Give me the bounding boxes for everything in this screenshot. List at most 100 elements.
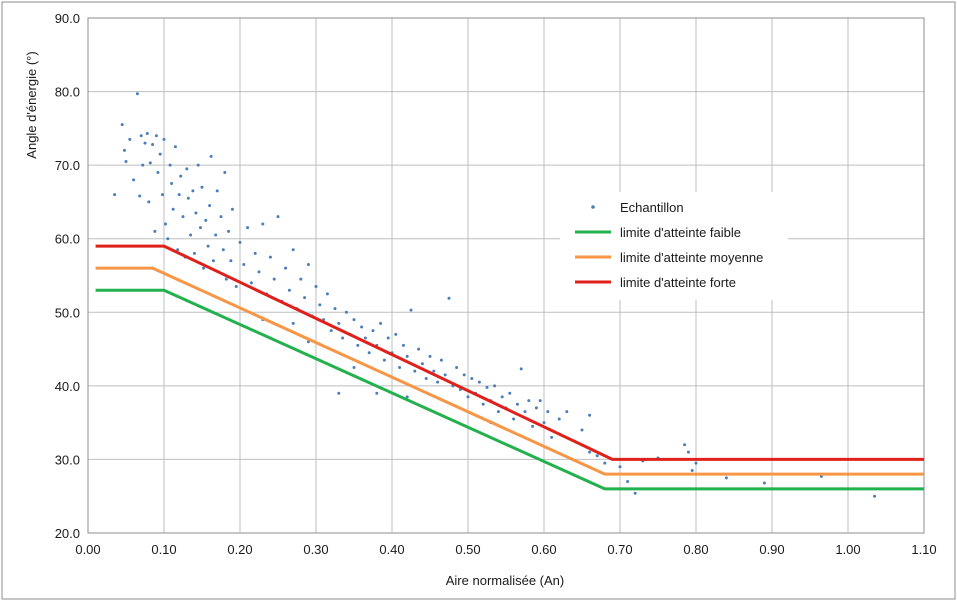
scatter-point [500, 395, 504, 399]
scatter-point [186, 196, 190, 200]
series-line [95, 244, 924, 461]
scatter-point [371, 329, 375, 333]
scatter-point [177, 193, 181, 197]
axes: 0.00 0.10 0.20 0.30 0.40 0.50 0.60 0.70 0.80 0.90… [55, 11, 937, 557]
scatter-point [565, 410, 569, 414]
scatter-point [580, 428, 584, 432]
y-tick-label: 70.0 [55, 158, 80, 173]
scatter-point [221, 248, 225, 252]
x-tick-label: 0.00 [75, 542, 100, 557]
scatter-point [257, 270, 261, 274]
scatter-point [179, 174, 183, 178]
scatter-point [363, 336, 367, 340]
scatter-point [439, 358, 443, 362]
scatter-point [208, 204, 212, 208]
x-tick-label: 0.70 [607, 542, 632, 557]
series-1 [95, 288, 924, 491]
scatter-point [432, 369, 436, 373]
scatter-point [219, 215, 223, 219]
x-tick-label: 0.90 [759, 542, 784, 557]
scatter-point [160, 193, 164, 197]
scatter-point [424, 377, 428, 380]
scatter-point [436, 380, 440, 384]
scatter-point [508, 391, 512, 395]
scatter-point [428, 354, 432, 358]
scatter-point [138, 194, 142, 198]
scatter-point [603, 461, 607, 465]
scatter-point [153, 229, 157, 233]
scatter-point [694, 461, 698, 465]
scatter-point [147, 200, 151, 204]
scatter-point [148, 161, 152, 165]
x-tick-label: 0.80 [683, 542, 708, 557]
scatter-point [162, 137, 166, 141]
scatter-point [409, 308, 413, 312]
scatter-point [284, 266, 288, 270]
scatter-point [164, 222, 168, 226]
legend-marker [591, 205, 595, 209]
scatter-point [477, 380, 481, 384]
scatter-point [413, 369, 417, 373]
legend-label: limite d'atteinte faible [620, 225, 741, 240]
scatter-point [394, 332, 398, 336]
scatter-point [470, 377, 474, 380]
scatter-point [344, 310, 348, 314]
series-line [95, 266, 924, 476]
scatter-point [113, 193, 117, 197]
scatter-point [531, 424, 535, 428]
scatter-point [246, 226, 250, 230]
scatter-point [519, 367, 523, 371]
scatter-point [542, 421, 546, 425]
y-tick-label: 50.0 [55, 305, 80, 320]
scatter-point [151, 143, 155, 147]
scatter-point [145, 132, 149, 136]
scatter-point [249, 281, 253, 285]
scatter-point [170, 182, 174, 186]
scatter-point [447, 296, 451, 300]
scatter-point [318, 303, 322, 307]
scatter-point [215, 189, 219, 193]
scatter-point [268, 255, 272, 259]
scatter-point [550, 435, 554, 439]
scatter-point [534, 406, 538, 410]
scatter-point [337, 391, 341, 395]
scatter-point [272, 277, 276, 281]
scatter-point [143, 141, 147, 145]
scatter-point [329, 329, 333, 333]
legend-label: limite d'atteinte forte [620, 275, 736, 290]
scatter-point [466, 395, 470, 399]
scatter-point [181, 215, 185, 219]
scatter-point [493, 384, 497, 388]
scatter-point [191, 189, 195, 193]
scatter-point [512, 417, 516, 421]
scatter-point [375, 391, 379, 395]
scatter-point [485, 385, 489, 389]
x-tick-label: 1.00 [835, 542, 860, 557]
scatter-point [398, 365, 402, 369]
scatter-point [314, 285, 318, 289]
scatter-point [595, 454, 599, 458]
y-tick-label: 80.0 [55, 85, 80, 100]
scatter-point [204, 218, 208, 222]
scatter-point [194, 211, 198, 215]
scatter-point [341, 336, 345, 340]
scatter-point [360, 325, 364, 329]
scatter-point [515, 402, 519, 406]
scatter-point [405, 395, 409, 399]
scatter-point [173, 145, 177, 149]
scatter-point [367, 351, 371, 355]
scatter-point [214, 233, 218, 237]
series-group [95, 92, 924, 498]
scatter-point [546, 410, 550, 414]
x-tick-label: 0.10 [151, 542, 176, 557]
scatter-point [171, 207, 175, 211]
series-line [95, 288, 924, 491]
y-tick-label: 20.0 [55, 526, 80, 541]
scatter-point [206, 244, 210, 248]
scatter-point [496, 410, 500, 414]
legend: Echantillon limite d'atteinte faible limit… [560, 192, 788, 300]
scatter-point [158, 152, 162, 156]
scatter-point [154, 134, 158, 138]
x-tick-label: 0.40 [379, 542, 404, 557]
